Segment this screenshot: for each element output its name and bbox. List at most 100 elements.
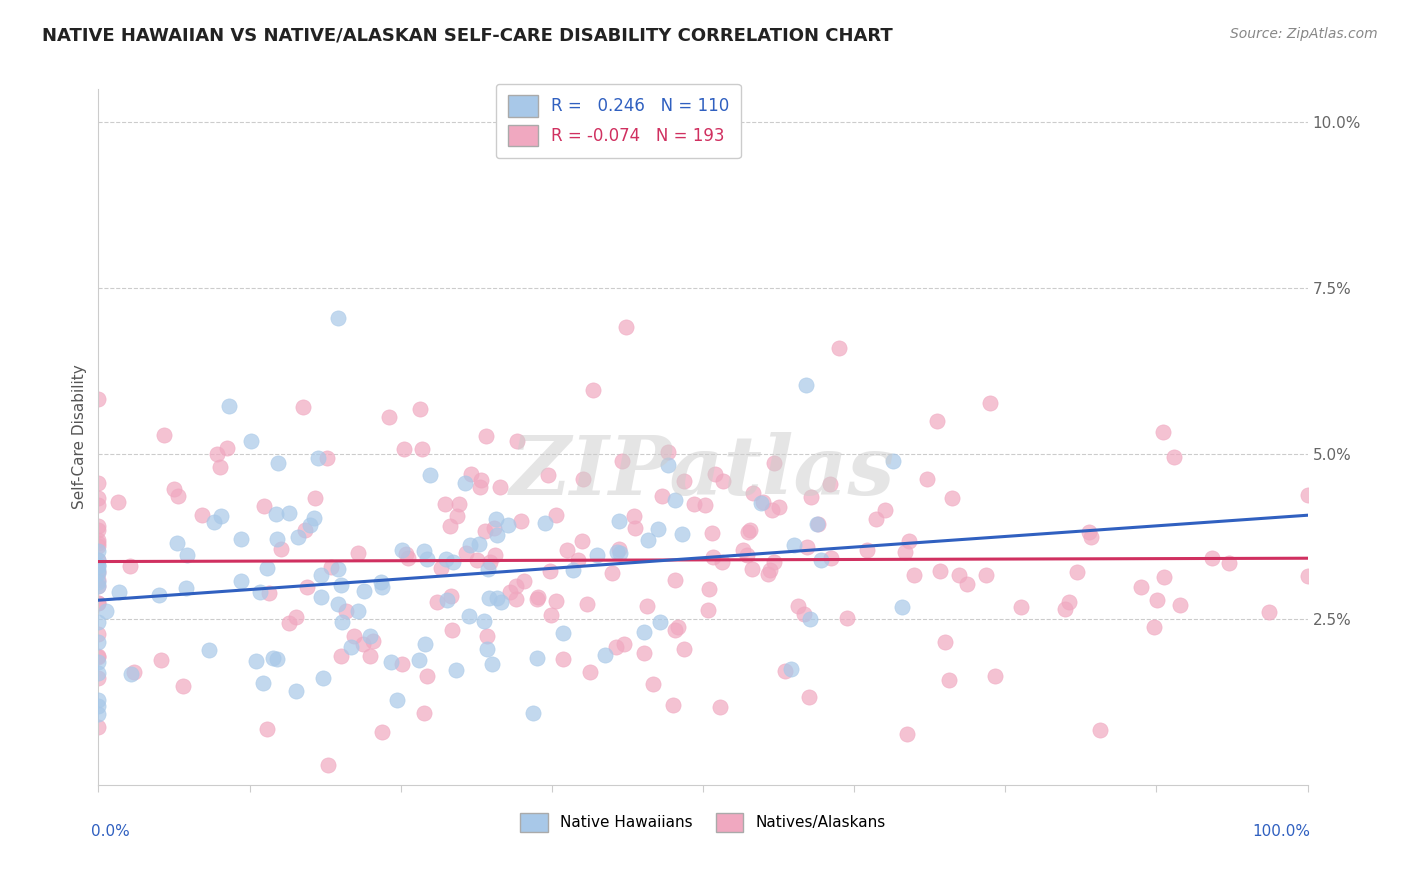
Point [609,514,631,528]
Point [198,642,221,657]
Point [412,544,434,558]
Point [763,457,786,471]
Point [657,458,679,473]
Point [87,671,110,685]
Point [359,648,381,663]
Point [984,669,1007,683]
Point [347,546,370,560]
Point [454,475,477,490]
Point [956,577,979,591]
Point [1057,595,1080,609]
Point [408,653,430,667]
Point [270,542,292,557]
Point [894,545,917,559]
Point [903,568,925,582]
Point [409,402,432,417]
Point [633,646,655,660]
Point [87,524,110,538]
Point [87,539,110,553]
Point [474,524,496,538]
Point [87,565,110,579]
Point [489,480,512,494]
Point [578,665,600,679]
Point [526,591,548,606]
Point [510,514,533,528]
Point [252,676,274,690]
Point [413,637,436,651]
Point [546,508,568,523]
Point [391,542,413,557]
Point [87,648,110,663]
Point [737,524,759,539]
Point [938,673,960,687]
Point [555,542,578,557]
Point [643,677,665,691]
Point [294,523,316,537]
Point [762,555,785,569]
Point [285,683,308,698]
Point [513,574,536,588]
Point [553,652,575,666]
Point [623,509,645,524]
Text: NATIVE HAWAIIAN VS NATIVE/ALASKAN SELF-CARE DISABILITY CORRELATION CHART: NATIVE HAWAIIAN VS NATIVE/ALASKAN SELF-C… [42,27,893,45]
Point [600,566,623,580]
Point [174,582,197,596]
Point [292,400,315,414]
Point [229,574,252,588]
Point [430,561,453,575]
Point [526,650,548,665]
Point [897,534,920,549]
Point [711,475,734,489]
Point [472,614,495,628]
Point [534,516,557,531]
Point [1078,524,1101,539]
Point [1163,450,1185,464]
Text: Source: ZipAtlas.com: Source: ZipAtlas.com [1230,27,1378,41]
Point [799,612,821,626]
Point [396,550,419,565]
Point [672,642,695,657]
Point [810,553,832,567]
Point [361,634,384,648]
Point [118,558,141,573]
Point [1054,602,1077,616]
Point [87,655,110,669]
Point [796,541,818,555]
Point [371,725,394,739]
Point [703,467,725,481]
Point [835,611,858,625]
Point [662,698,685,713]
Text: 100.0%: 100.0% [1253,824,1310,839]
Point [309,568,332,582]
Point [328,597,350,611]
Point [87,573,110,587]
Point [709,700,731,714]
Point [567,553,589,567]
Point [647,522,669,536]
Point [499,584,522,599]
Point [205,447,228,461]
Point [240,434,263,449]
Point [1080,530,1102,544]
Point [915,471,938,485]
Point [87,558,110,573]
Point [312,671,335,685]
Point [768,500,790,514]
Point [256,723,278,737]
Point [441,555,464,569]
Point [259,585,281,599]
Point [793,607,815,622]
Point [87,626,110,640]
Point [941,491,963,506]
Point [807,516,830,531]
Point [96,604,118,618]
Point [1129,580,1152,594]
Point [87,693,110,707]
Point [446,509,468,524]
Point [475,428,498,442]
Point [191,508,214,523]
Point [87,596,110,610]
Point [352,637,374,651]
Point [419,467,441,482]
Point [380,656,402,670]
